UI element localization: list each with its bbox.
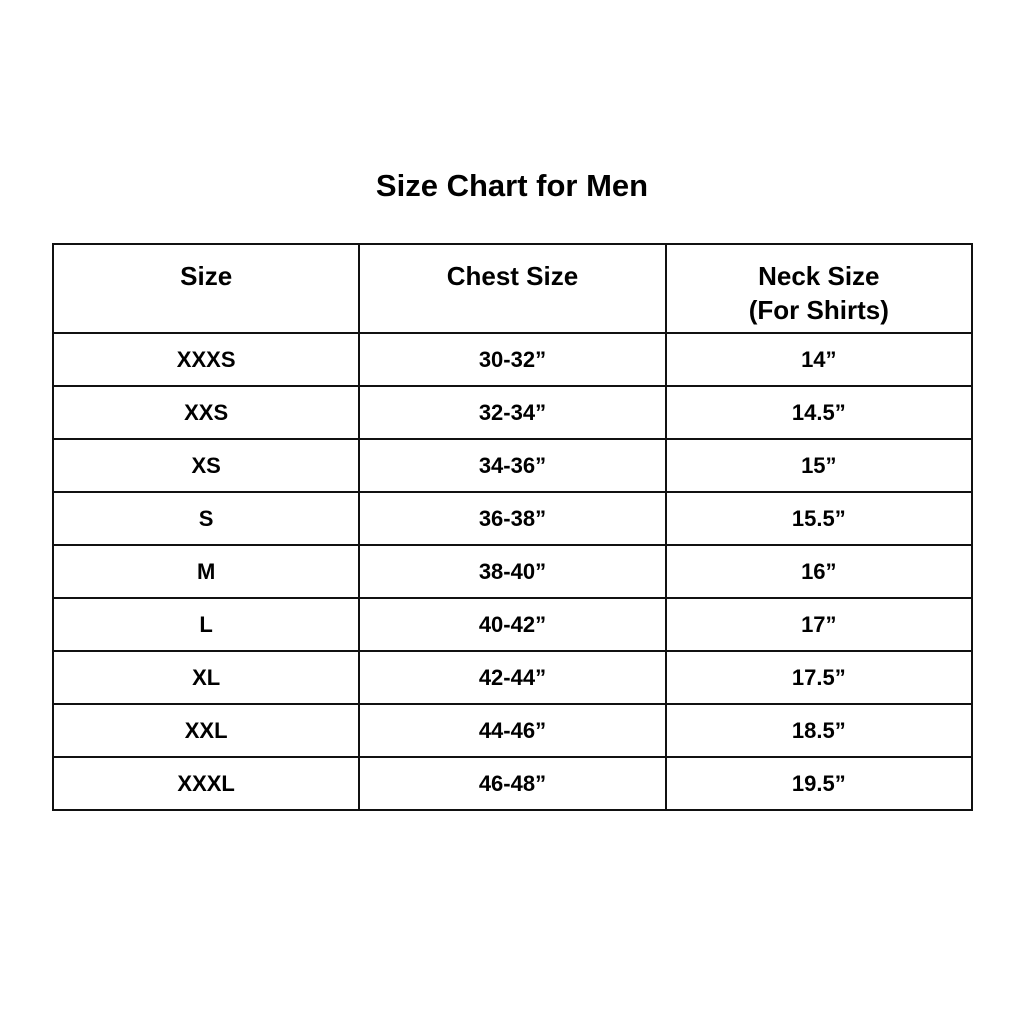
page-title: Size Chart for Men	[375, 168, 649, 203]
size-cell: XS	[51, 438, 361, 493]
header-size: Size	[51, 243, 361, 334]
header-row: Size Chest Size Neck Size (For Shirts)	[51, 243, 974, 334]
neck-size-cell: 16”	[664, 544, 974, 599]
chest-size-cell: 38-40”	[358, 544, 667, 599]
table-row: XXS 32-34” 14.5”	[51, 385, 974, 440]
chest-size-cell: 44-46”	[358, 703, 667, 758]
neck-size-cell: 17.5”	[664, 650, 974, 705]
size-cell: S	[51, 491, 361, 546]
chest-size-cell: 46-48”	[358, 756, 667, 811]
header-neck-size-note: (For Shirts)	[748, 295, 889, 325]
header-neck-size-label: Neck Size	[758, 261, 880, 291]
chest-size-cell: 30-32”	[358, 332, 667, 387]
neck-size-cell: 15.5”	[664, 491, 974, 546]
neck-size-cell: 18.5”	[664, 703, 974, 758]
neck-size-cell: 17”	[664, 597, 974, 652]
header-neck-size: Neck Size (For Shirts)	[664, 243, 974, 334]
size-cell: M	[51, 544, 361, 599]
chest-size-cell: 36-38”	[358, 491, 667, 546]
chest-size-cell: 32-34”	[358, 385, 667, 440]
size-cell: XXXS	[51, 332, 361, 387]
size-cell: XL	[51, 650, 361, 705]
table-row: XL 42-44” 17.5”	[51, 650, 974, 705]
chest-size-cell: 42-44”	[358, 650, 667, 705]
chest-size-cell: 40-42”	[358, 597, 667, 652]
header-chest-size: Chest Size	[358, 243, 667, 334]
neck-size-cell: 15”	[664, 438, 974, 493]
neck-size-cell: 19.5”	[664, 756, 974, 811]
neck-size-cell: 14.5”	[664, 385, 974, 440]
table-row: S 36-38” 15.5”	[51, 491, 974, 546]
size-cell: XXS	[51, 385, 361, 440]
table-row: L 40-42” 17”	[51, 597, 974, 652]
table-row: M 38-40” 16”	[51, 544, 974, 599]
size-chart-table: Size Chest Size Neck Size (For Shirts) X…	[51, 243, 974, 811]
chest-size-cell: 34-36”	[358, 438, 667, 493]
table-row: XS 34-36” 15”	[51, 438, 974, 493]
table-row: XXL 44-46” 18.5”	[51, 703, 974, 758]
size-cell: XXL	[51, 703, 361, 758]
table-row: XXXL 46-48” 19.5”	[51, 756, 974, 811]
size-cell: XXXL	[51, 756, 361, 811]
neck-size-cell: 14”	[664, 332, 974, 387]
table-row: XXXS 30-32” 14”	[51, 332, 974, 387]
size-cell: L	[51, 597, 361, 652]
